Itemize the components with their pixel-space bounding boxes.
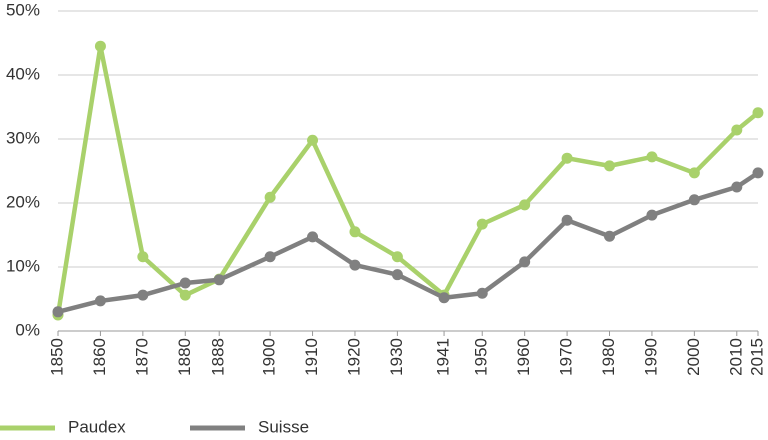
y-tick-label: 50% <box>6 0 40 19</box>
data-point <box>561 152 573 164</box>
data-point <box>179 277 191 289</box>
data-point <box>137 289 149 301</box>
x-tick-label: 1860 <box>90 338 109 376</box>
x-tick-label: 1960 <box>514 338 533 376</box>
data-point <box>94 295 106 307</box>
y-tick-label: 40% <box>6 64 40 83</box>
data-point <box>519 256 531 268</box>
x-tick-label: 1980 <box>599 338 618 376</box>
x-tick-label: 1900 <box>260 338 279 376</box>
x-tick-label: 1850 <box>47 338 66 376</box>
x-tick-label: 1910 <box>302 338 321 376</box>
data-point <box>519 199 531 211</box>
data-point <box>731 181 743 193</box>
x-tick-label: 2000 <box>684 338 703 376</box>
data-point <box>604 160 616 172</box>
x-tick-label: 2015 <box>747 338 766 376</box>
x-tick-label: 1880 <box>175 338 194 376</box>
data-point <box>391 269 403 281</box>
x-tick-label: 2010 <box>726 338 745 376</box>
x-tick-label: 1941 <box>434 338 453 376</box>
y-tick-label: 10% <box>6 256 40 275</box>
data-point <box>476 218 488 230</box>
data-point <box>349 259 361 271</box>
data-point <box>391 251 403 263</box>
data-point <box>688 167 700 179</box>
data-point <box>438 292 450 304</box>
data-point <box>349 226 361 238</box>
x-tick-label: 1970 <box>557 338 576 376</box>
data-point <box>476 287 488 299</box>
data-point <box>646 209 658 221</box>
data-point <box>307 231 319 243</box>
data-point <box>179 289 191 301</box>
x-tick-label: 1870 <box>132 338 151 376</box>
data-point <box>94 40 106 52</box>
data-point <box>264 251 276 263</box>
x-tick-label: 1990 <box>641 338 660 376</box>
x-tick-label: 1920 <box>344 338 363 376</box>
data-point <box>307 134 319 146</box>
data-point <box>52 306 64 318</box>
series-line <box>55 43 760 316</box>
data-point <box>752 107 764 119</box>
data-point <box>604 230 616 242</box>
data-point <box>646 151 658 163</box>
y-tick-label: 0% <box>15 320 40 339</box>
data-point <box>561 214 573 226</box>
series-line <box>57 171 760 314</box>
data-point <box>137 251 149 263</box>
x-tick-label: 1950 <box>472 338 491 376</box>
legend-label: Suisse <box>258 417 309 436</box>
x-tick-label: 1888 <box>209 338 228 376</box>
y-tick-label: 20% <box>6 192 40 211</box>
data-point <box>752 167 764 179</box>
data-point <box>688 194 700 206</box>
data-point <box>213 274 225 286</box>
data-point <box>731 124 743 136</box>
legend-label: Paudex <box>68 417 126 436</box>
data-point <box>264 191 276 203</box>
y-tick-label: 30% <box>6 128 40 147</box>
x-tick-label: 1930 <box>387 338 406 376</box>
